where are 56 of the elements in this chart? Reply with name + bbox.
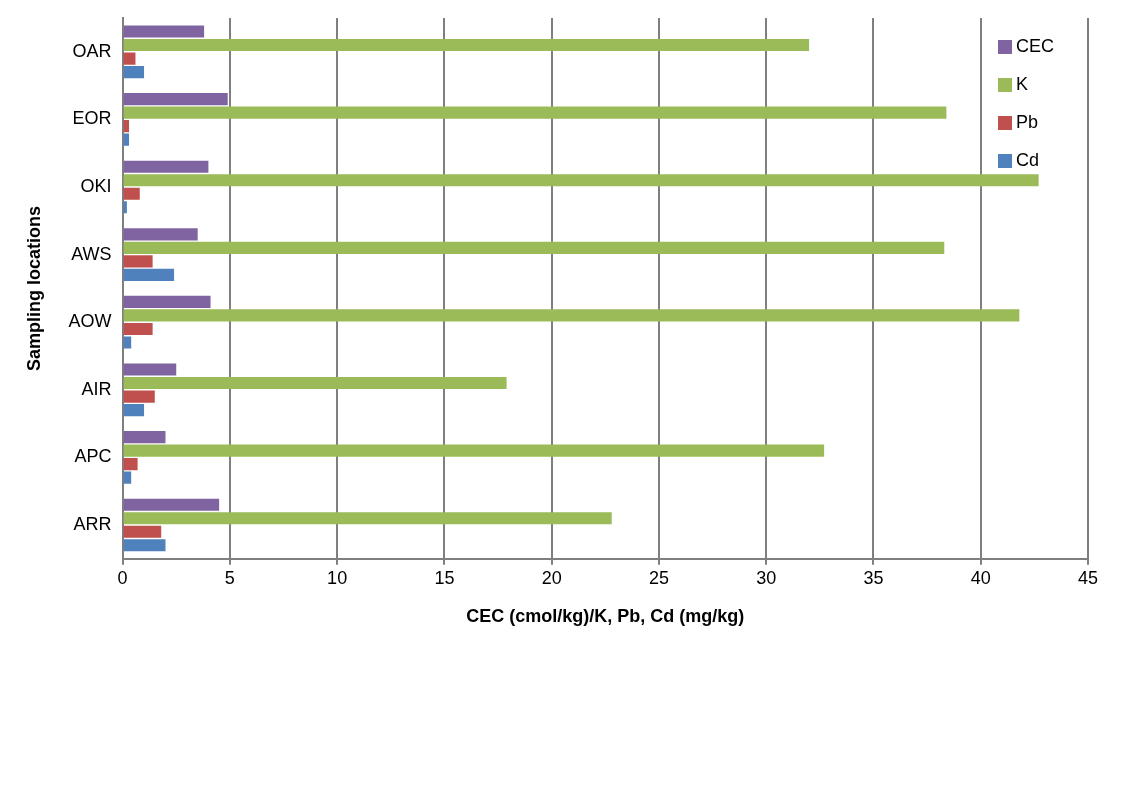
x-tick-label: 15 xyxy=(434,567,455,588)
bar xyxy=(123,431,166,444)
y-tick-label: ARR xyxy=(73,513,112,534)
bar xyxy=(123,458,138,471)
y-tick-label: EOR xyxy=(72,108,112,129)
bar xyxy=(123,471,132,484)
y-tick-label: AOW xyxy=(68,311,112,332)
bar xyxy=(123,404,145,417)
bar xyxy=(123,363,177,376)
y-tick-label: OKI xyxy=(80,175,112,196)
bar xyxy=(123,295,211,308)
bar xyxy=(123,66,145,79)
legend-label: K xyxy=(1016,73,1029,94)
bar xyxy=(123,25,205,38)
bar xyxy=(123,160,209,173)
bar xyxy=(123,241,945,254)
x-tick-label: 45 xyxy=(1077,567,1099,588)
bar xyxy=(123,376,507,390)
bar xyxy=(123,498,220,511)
x-axis-title: CEC (cmol/kg)/K, Pb, Cd (mg/kg) xyxy=(466,606,745,627)
bar xyxy=(123,38,810,52)
bar xyxy=(123,525,162,538)
bar xyxy=(123,52,136,65)
bar xyxy=(123,174,1039,187)
x-tick-label: 10 xyxy=(327,567,348,588)
x-tick-label: 35 xyxy=(863,567,884,588)
bar xyxy=(123,228,198,241)
x-tick-label: 40 xyxy=(970,567,991,588)
y-axis-title: Sampling locations xyxy=(23,205,44,371)
x-tick-label: 25 xyxy=(648,567,669,588)
bar xyxy=(123,187,140,200)
legend-label: Pb xyxy=(1016,111,1039,132)
bar xyxy=(123,322,153,336)
bar xyxy=(123,201,127,214)
x-tick-label: 5 xyxy=(224,567,235,588)
bar xyxy=(123,390,155,403)
bar xyxy=(123,336,132,349)
bar xyxy=(123,539,166,552)
y-tick-label: OAR xyxy=(72,40,112,61)
bar xyxy=(123,120,130,133)
bar xyxy=(123,93,228,106)
x-tick-label: 30 xyxy=(756,567,777,588)
legend-label: Cd xyxy=(1016,149,1040,170)
bar xyxy=(123,106,947,119)
x-tick-label: 20 xyxy=(541,567,562,588)
bar xyxy=(123,444,825,457)
y-tick-label: AWS xyxy=(71,243,112,264)
bar xyxy=(123,309,1020,322)
bar xyxy=(123,512,612,525)
y-tick-label: APC xyxy=(74,446,112,467)
y-tick-label: AIR xyxy=(81,378,112,399)
x-tick-label: 0 xyxy=(117,567,128,588)
bar xyxy=(123,268,175,281)
bar xyxy=(123,255,153,268)
legend-label: CEC xyxy=(1016,35,1055,56)
bar xyxy=(123,133,130,146)
